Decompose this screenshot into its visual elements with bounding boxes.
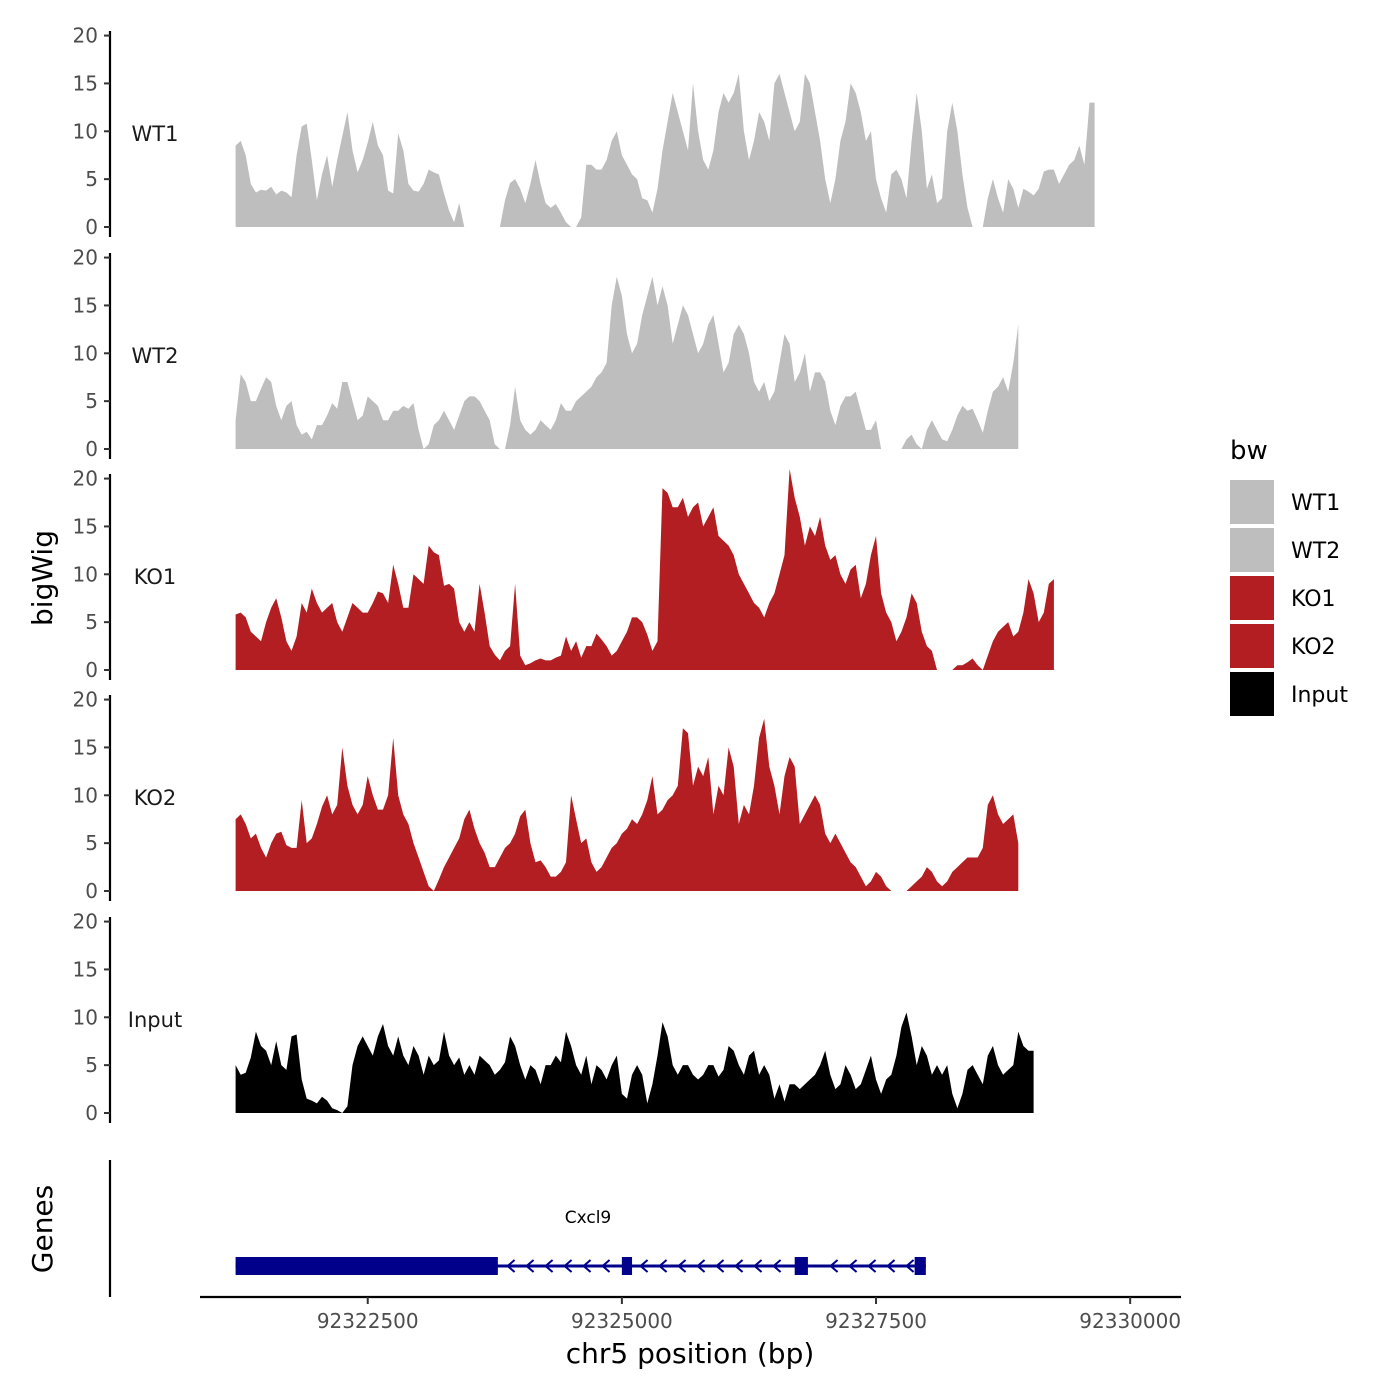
legend-label: WT1 — [1291, 491, 1340, 516]
y-tick-label: 0 — [85, 215, 98, 239]
legend-key-ko1 — [1230, 576, 1274, 620]
y-tick-label: 15 — [73, 293, 98, 317]
legend-label: KO1 — [1291, 587, 1336, 612]
y-tick-label: 0 — [85, 1101, 98, 1125]
y-tick-label: 20 — [73, 246, 98, 270]
y-tick-label: 15 — [73, 71, 98, 95]
gene-label: Cxcl9 — [565, 1208, 612, 1228]
legend-key-wt2 — [1230, 528, 1274, 572]
strand-arrow — [886, 1259, 896, 1273]
y-tick-label: 15 — [73, 514, 98, 538]
exon — [621, 1257, 633, 1275]
x-axis: 92322500 92325000 92327500 92330000 — [200, 1295, 1181, 1333]
strand-arrow — [696, 1259, 706, 1273]
area-input — [235, 1012, 1034, 1113]
x-tick-label: 92327500 — [825, 1309, 927, 1333]
strand-arrow — [848, 1259, 858, 1273]
strand-arrow — [639, 1259, 649, 1273]
y-tick-label: 5 — [85, 1053, 98, 1077]
track-ko1: 0 5 10 15 20 KO1 — [73, 467, 1054, 682]
strand-arrow — [582, 1259, 592, 1273]
tracks-group: 0 5 10 15 20 WT1 0 5 10 15 20 WT2 0 5 10 15 20 KO1 0 5 10 15 2… — [73, 24, 1095, 1125]
track-label: KO2 — [134, 786, 177, 810]
legend-key-input — [1230, 672, 1274, 716]
legend-key-ko2 — [1230, 624, 1274, 668]
strand-arrow — [829, 1259, 839, 1273]
track-ko2: 0 5 10 15 20 KO2 — [73, 688, 1019, 903]
y-axis-title: bigWig — [26, 530, 59, 626]
track-wt2: 0 5 10 15 20 WT2 — [73, 246, 1019, 461]
y-tick-label: 5 — [85, 389, 98, 413]
exon — [794, 1257, 808, 1275]
track-label: KO1 — [134, 565, 177, 589]
exon — [235, 1257, 498, 1275]
y-tick-label: 20 — [73, 467, 98, 491]
x-tick-label: 92325000 — [571, 1309, 673, 1333]
y-tick-label: 5 — [85, 610, 98, 634]
y-tick-label: 5 — [85, 831, 98, 855]
legend-label: KO2 — [1291, 635, 1336, 660]
track-label: WT2 — [132, 344, 179, 368]
legend-title: bw — [1230, 436, 1268, 466]
strand-arrow — [601, 1259, 611, 1273]
y-tick-label: 20 — [73, 688, 98, 712]
exon — [914, 1257, 926, 1275]
y-tick-label: 20 — [73, 24, 98, 48]
strand-arrow — [905, 1259, 915, 1273]
strand-arrow — [772, 1259, 782, 1273]
legend: bw WT1 WT2 KO1 KO2 Input — [1230, 436, 1348, 716]
y-tick-label: 10 — [73, 341, 98, 365]
genes-title: Genes — [26, 1185, 59, 1273]
y-tick-label: 10 — [73, 1005, 98, 1029]
legend-label: Input — [1291, 683, 1348, 708]
strand-arrow — [506, 1259, 516, 1273]
y-tick-label: 0 — [85, 437, 98, 461]
strand-arrow — [658, 1259, 668, 1273]
x-axis-title: chr5 position (bp) — [566, 1337, 815, 1370]
track-input: 0 5 10 15 20 Input — [73, 910, 1034, 1125]
x-tick-label: 92322500 — [317, 1309, 419, 1333]
genes-panel: Cxcl9 — [108, 1160, 926, 1297]
area-ko2 — [235, 718, 1019, 891]
strand-arrow — [734, 1259, 744, 1273]
strand-arrow — [677, 1259, 687, 1273]
y-tick-label: 15 — [73, 957, 98, 981]
y-tick-label: 5 — [85, 167, 98, 191]
area-ko1 — [235, 469, 1054, 670]
y-tick-label: 10 — [73, 119, 98, 143]
strand-arrow — [563, 1259, 573, 1273]
track-label: WT1 — [132, 122, 179, 146]
y-tick-label: 20 — [73, 910, 98, 934]
y-tick-label: 15 — [73, 735, 98, 759]
x-tick-label: 92330000 — [1079, 1309, 1181, 1333]
strand-arrows — [506, 1259, 915, 1273]
y-tick-label: 10 — [73, 783, 98, 807]
y-tick-label: 0 — [85, 658, 98, 682]
legend-label: WT2 — [1291, 539, 1340, 564]
strand-arrow — [867, 1259, 877, 1273]
track-label: Input — [128, 1008, 182, 1032]
track-wt1: 0 5 10 15 20 WT1 — [73, 24, 1095, 239]
area-wt2 — [235, 276, 1019, 449]
area-wt1 — [235, 73, 1095, 228]
strand-arrow — [544, 1259, 554, 1273]
strand-arrow — [715, 1259, 725, 1273]
strand-arrow — [525, 1259, 535, 1273]
y-tick-label: 10 — [73, 562, 98, 586]
strand-arrow — [753, 1259, 763, 1273]
y-tick-label: 0 — [85, 879, 98, 903]
legend-key-wt1 — [1230, 480, 1274, 524]
